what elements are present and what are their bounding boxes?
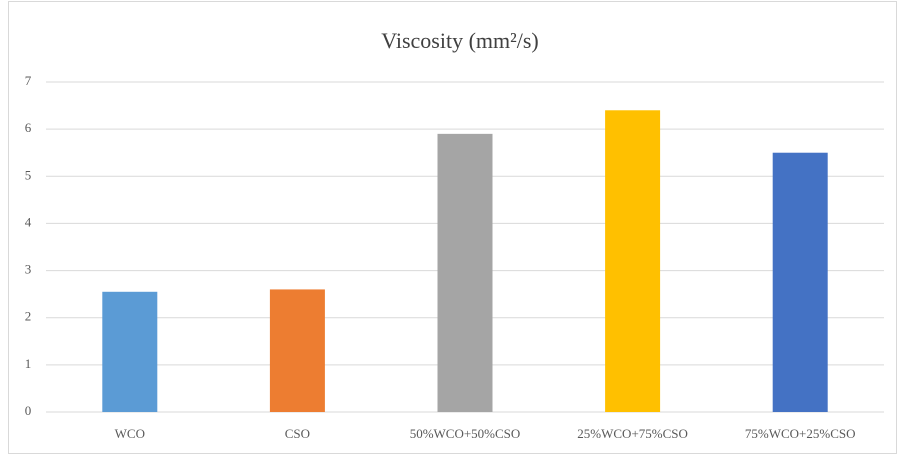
y-tick-label: 4 [25,214,32,229]
x-tick-label: 25%WCO+75%CSO [577,426,688,441]
bar [269,289,325,412]
bar [437,133,493,412]
bar [605,110,661,413]
y-tick-label: 1 [25,356,32,371]
chart-title: Viscosity (mm²/s) [381,28,538,53]
bar [102,291,158,412]
bar [772,152,828,412]
y-tick-label: 6 [25,120,32,135]
y-tick-label: 0 [25,403,32,418]
x-tick-label: CSO [285,426,310,441]
y-tick-label: 3 [25,262,32,277]
x-tick-label: 75%WCO+25%CSO [745,426,856,441]
y-tick-label: 7 [25,73,32,88]
y-tick-label: 2 [25,309,32,324]
x-tick-label: WCO [115,426,145,441]
y-tick-label: 5 [25,167,32,182]
x-tick-label: 50%WCO+50%CSO [410,426,521,441]
